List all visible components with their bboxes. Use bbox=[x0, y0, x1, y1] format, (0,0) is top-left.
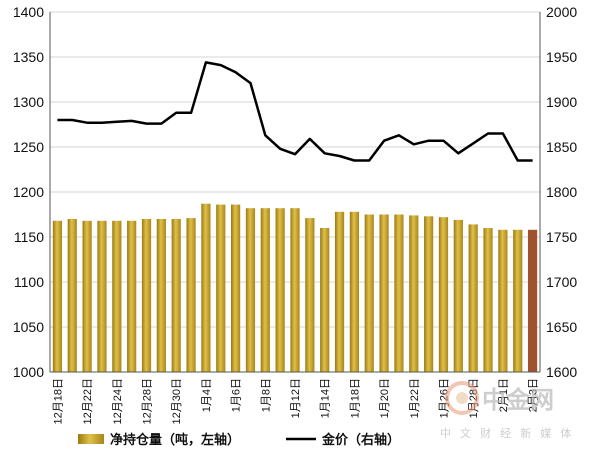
x-axis-ticks: 12月18日 12月22日 12月24日 12月28日 12月30日 1月4日 1月6日 1月… bbox=[52, 378, 539, 424]
bar bbox=[231, 204, 241, 372]
right-axis-ticks: 1600 1650 1700 1750 1800 1850 1900 1950 2000 bbox=[546, 4, 577, 380]
x-axis-tick-label: 12月22日 bbox=[82, 378, 94, 424]
x-axis-tick-label: 1月20日 bbox=[379, 378, 391, 418]
x-axis-tick-label: 1月18日 bbox=[349, 378, 361, 418]
x-axis-tick-label: 1月12日 bbox=[290, 378, 302, 418]
legend-bar-swatch bbox=[78, 434, 104, 444]
left-axis-tick-label: 1300 bbox=[13, 94, 44, 110]
bar bbox=[527, 229, 538, 372]
left-axis-tick-label: 1200 bbox=[13, 184, 44, 200]
right-axis-tick-label: 1750 bbox=[546, 229, 577, 245]
bar bbox=[483, 228, 493, 372]
legend-line-label: 金价（右轴） bbox=[321, 432, 400, 447]
right-axis-tick-label: 1900 bbox=[546, 94, 577, 110]
bar bbox=[364, 214, 374, 372]
right-axis-tick-label: 1950 bbox=[546, 49, 577, 65]
bar bbox=[141, 219, 152, 372]
bar bbox=[320, 228, 330, 372]
bar bbox=[424, 216, 434, 372]
legend-bar-label: 净持仓量（吨，左轴） bbox=[110, 432, 240, 447]
watermark-logo-dot-icon bbox=[456, 392, 468, 404]
left-axis-tick-label: 1250 bbox=[13, 139, 44, 155]
bar bbox=[453, 219, 463, 372]
bar bbox=[97, 220, 107, 372]
watermark-logo-icon bbox=[445, 381, 479, 415]
right-axis-tick-label: 1600 bbox=[546, 364, 577, 380]
right-axis-tick-label: 1850 bbox=[546, 139, 577, 155]
x-axis-tick-label: 12月28日 bbox=[142, 378, 154, 424]
bar bbox=[438, 217, 449, 372]
bar bbox=[305, 218, 315, 372]
bar bbox=[201, 203, 211, 372]
x-axis-tick-label: 2月3日 bbox=[528, 378, 540, 412]
right-axis-tick-label: 2000 bbox=[546, 4, 577, 20]
left-axis-tick-label: 1000 bbox=[13, 364, 44, 380]
bar bbox=[394, 214, 404, 372]
bar bbox=[127, 220, 137, 372]
bar bbox=[52, 220, 63, 372]
bar bbox=[260, 208, 270, 372]
x-axis-tick-label: 1月8日 bbox=[260, 378, 272, 412]
line-series bbox=[57, 61, 533, 162]
x-axis-tick-label: 1月6日 bbox=[231, 378, 243, 412]
watermark-subtitle: 中 文 财 经 新 媒 体 bbox=[440, 426, 574, 440]
bar bbox=[275, 208, 285, 372]
x-axis-tick-label: 1月22日 bbox=[409, 378, 421, 418]
x-axis-tick-label: 2月1日 bbox=[498, 378, 510, 412]
x-axis-tick-label: 1月26日 bbox=[438, 378, 450, 418]
bar bbox=[82, 220, 92, 372]
right-axis-tick-label: 1800 bbox=[546, 184, 577, 200]
bar bbox=[513, 229, 523, 372]
bar bbox=[216, 204, 226, 372]
bar bbox=[409, 215, 419, 372]
left-axis-tick-label: 1050 bbox=[13, 319, 44, 335]
bar-series bbox=[52, 203, 538, 372]
bar bbox=[498, 229, 508, 372]
gold-price-line bbox=[57, 61, 533, 162]
right-axis-tick-label: 1700 bbox=[546, 274, 577, 290]
left-axis-tick-label: 1150 bbox=[14, 229, 44, 245]
left-axis-ticks: 1000 1050 1100 1150 1200 1250 1300 1350 1400 bbox=[13, 4, 44, 380]
right-axis-tick-label: 1650 bbox=[546, 319, 577, 335]
left-axis-tick-label: 1350 bbox=[13, 49, 44, 65]
left-axis-tick-label: 1100 bbox=[14, 274, 44, 290]
bar bbox=[171, 219, 181, 372]
bar bbox=[334, 211, 345, 372]
legend: 净持仓量（吨，左轴） 金价（右轴） bbox=[78, 432, 400, 447]
watermark-text: 中金网 bbox=[482, 386, 554, 414]
watermark: 中金网 中 文 财 经 新 媒 体 bbox=[440, 381, 574, 440]
left-axis-tick-label: 1400 bbox=[13, 4, 44, 20]
bar bbox=[245, 208, 256, 372]
x-axis-tick-label: 1月14日 bbox=[320, 378, 332, 418]
x-axis-tick-label: 12月24日 bbox=[112, 378, 124, 424]
axes bbox=[49, 12, 541, 373]
x-axis-tick-label: 12月18日 bbox=[52, 378, 64, 424]
bar bbox=[67, 219, 77, 372]
bar bbox=[186, 218, 196, 372]
bar bbox=[156, 219, 166, 372]
bar bbox=[290, 208, 300, 372]
bar bbox=[112, 220, 122, 372]
x-axis-tick-label: 12月30日 bbox=[171, 378, 183, 424]
bar bbox=[349, 211, 359, 372]
x-axis-tick-label: 1月4日 bbox=[201, 378, 213, 412]
bar bbox=[379, 214, 389, 372]
bar bbox=[468, 224, 478, 372]
